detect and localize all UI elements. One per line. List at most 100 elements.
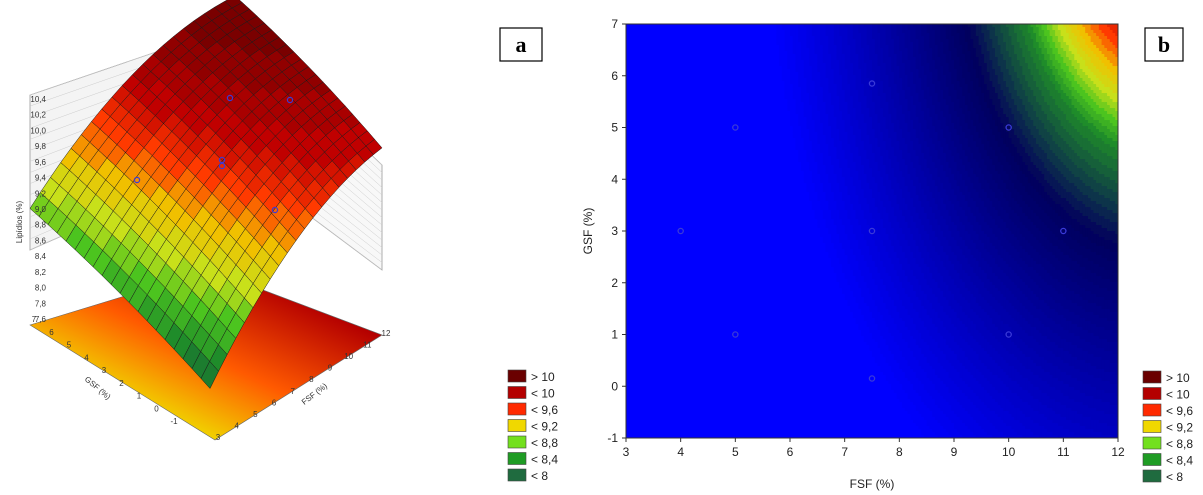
contour-cell (688, 33, 693, 37)
contour-cell (647, 402, 652, 406)
contour-cell (634, 138, 638, 142)
contour-cell (677, 156, 682, 160)
contour-cell (675, 57, 679, 61)
contour-cell (661, 375, 665, 379)
contour-cell (699, 309, 704, 313)
contour-cell (677, 327, 682, 331)
contour-cell (636, 84, 641, 88)
contour-cell (650, 294, 654, 298)
contour-cell (650, 243, 654, 247)
contour-cell (680, 435, 684, 438)
contour-cell (626, 171, 630, 175)
contour-cell (653, 246, 657, 250)
contour-cell (642, 177, 646, 181)
contour-cell (686, 36, 690, 40)
contour-cell (691, 333, 695, 337)
contour-cell (699, 342, 704, 346)
contour-cell (691, 429, 695, 433)
contour-cell (647, 117, 652, 121)
contour-cell (628, 117, 633, 121)
contour-cell (639, 393, 643, 397)
contour-cell (636, 330, 641, 334)
contour-cell (656, 177, 660, 181)
contour-cell (691, 228, 695, 232)
contour-cell (626, 102, 630, 106)
contour-cell (669, 99, 674, 103)
contour-cell (636, 129, 641, 133)
contour-cell (677, 201, 682, 205)
contour-cell (656, 264, 660, 268)
contour-cell (691, 156, 695, 160)
contour-cell (639, 237, 643, 241)
contour-cell (688, 354, 693, 358)
contour-cell (626, 219, 630, 223)
contour-cell (647, 363, 652, 367)
contour-cell (694, 153, 698, 157)
contour-cell (702, 87, 706, 91)
contour-cell (697, 378, 701, 382)
contour-cell (639, 123, 643, 127)
contour-cell (667, 348, 671, 352)
contour-cell (672, 69, 676, 73)
contour-cell (661, 243, 665, 247)
contour-cell (675, 81, 679, 85)
contour-cell (694, 81, 698, 85)
contour-cell (636, 234, 641, 238)
contour-cell (702, 93, 706, 97)
contour-cell (653, 282, 657, 286)
contour-cell (628, 51, 633, 55)
contour-cell (647, 30, 652, 34)
contour-cell (705, 114, 709, 118)
contour-cell (686, 321, 690, 325)
contour-cell (680, 66, 684, 70)
contour-cell (691, 51, 695, 55)
contour-cell (658, 195, 663, 199)
contour-cell (636, 66, 641, 70)
contour-cell (642, 102, 646, 106)
contour-cell (697, 234, 701, 238)
contour-cell (688, 300, 693, 304)
contour-cell (691, 435, 695, 438)
contour-cell (636, 399, 641, 403)
contour-cell (702, 48, 706, 52)
contour-cell (639, 219, 643, 223)
contour-cell (669, 66, 674, 70)
contour-cell (656, 402, 660, 406)
contour-cell (661, 93, 665, 97)
contour-cell (631, 426, 635, 430)
contour-cell (702, 225, 706, 229)
contour-cell (626, 27, 630, 31)
contour-cell (680, 144, 684, 148)
contour-cell (697, 174, 701, 178)
contour-cell (672, 72, 676, 76)
contour-cell (688, 195, 693, 199)
contour-cell (688, 384, 693, 388)
contour-cell (680, 105, 684, 109)
contour-cell (653, 270, 657, 274)
contour-cell (647, 339, 652, 343)
contour-cell (658, 342, 663, 346)
contour-cell (677, 96, 682, 100)
contour-cell (650, 30, 654, 34)
contour-cell (675, 288, 679, 292)
contour-cell (699, 363, 704, 367)
contour-cell (669, 192, 674, 196)
contour-cell (686, 159, 690, 163)
contour-cell (683, 330, 687, 334)
contour-cell (697, 165, 701, 169)
contour-cell (645, 375, 649, 379)
contour-cell (661, 213, 665, 217)
contour-cell (650, 402, 654, 406)
contour-cell (634, 291, 638, 295)
contour-cell (675, 330, 679, 334)
contour-cell (656, 132, 660, 136)
contour-cell (699, 162, 704, 166)
contour-cell (645, 159, 649, 163)
contour-cell (647, 90, 652, 94)
contour-cell (672, 369, 676, 373)
contour-cell (634, 420, 638, 424)
contour-cell (702, 180, 706, 184)
contour-cell (636, 336, 641, 340)
contour-cell (636, 126, 641, 130)
contour-cell (645, 378, 649, 382)
